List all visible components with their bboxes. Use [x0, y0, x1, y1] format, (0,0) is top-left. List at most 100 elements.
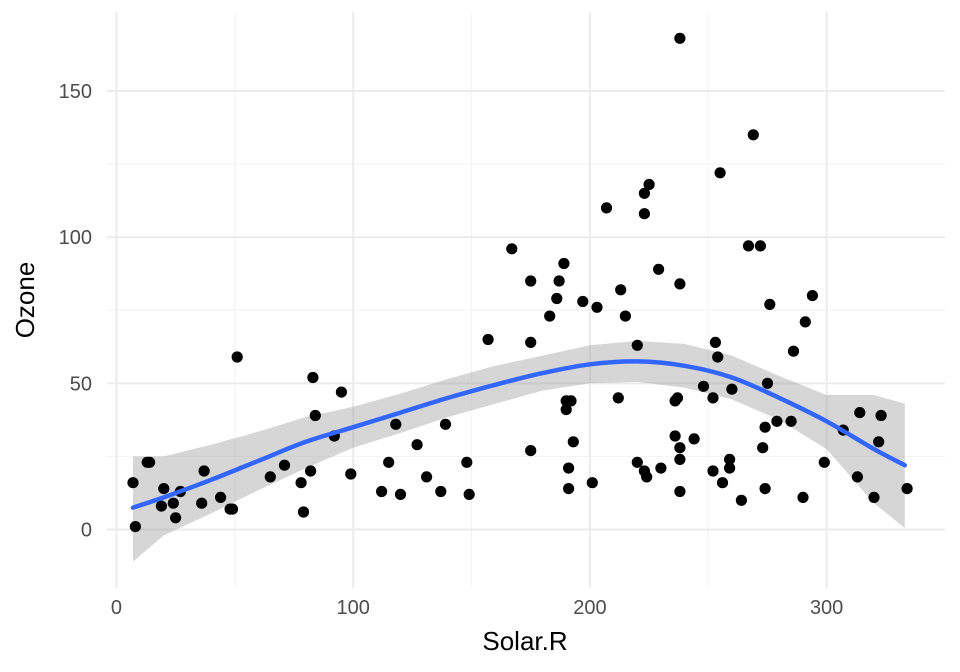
x-axis-ticks: 0 100 200 300 — [111, 597, 843, 619]
data-point — [759, 483, 771, 495]
data-point — [638, 187, 651, 199]
data-point — [712, 351, 724, 363]
smooth-fit-line — [130, 359, 908, 510]
data-point — [155, 500, 167, 512]
data-point — [669, 430, 681, 442]
data-point — [771, 415, 783, 427]
data-point — [525, 275, 537, 287]
y-axis-title: Ozone — [10, 262, 40, 339]
data-point — [345, 468, 357, 480]
data-point — [390, 418, 402, 430]
data-point — [461, 456, 473, 468]
data-point — [714, 167, 726, 179]
data-point — [558, 257, 570, 270]
data-point — [600, 202, 613, 214]
x-axis-title: Solar.R — [482, 626, 567, 656]
data-point — [167, 497, 179, 509]
data-point — [544, 310, 556, 322]
x-tick-label: 0 — [111, 597, 122, 619]
data-point — [716, 477, 729, 489]
data-point — [612, 392, 624, 404]
data-point — [226, 503, 239, 515]
data-point — [421, 471, 433, 483]
data-point — [759, 421, 771, 433]
data-point — [761, 377, 774, 389]
data-point — [785, 415, 797, 427]
data-point — [551, 292, 563, 305]
data-point — [591, 301, 603, 313]
data-point — [707, 392, 719, 404]
data-point — [264, 471, 276, 483]
data-point — [641, 471, 653, 483]
data-point — [482, 333, 494, 346]
data-point — [297, 506, 310, 518]
data-point — [463, 488, 475, 500]
data-point — [411, 439, 423, 451]
data-point — [586, 477, 598, 489]
smooth-line-layer — [130, 359, 908, 510]
data-point — [724, 462, 736, 474]
data-point — [674, 453, 686, 465]
data-point — [615, 284, 627, 296]
y-axis-ticks: 0 50 100 150 — [59, 81, 92, 542]
data-point — [875, 409, 887, 422]
data-point — [376, 485, 388, 498]
data-point — [383, 456, 395, 468]
data-point — [797, 491, 809, 503]
data-point — [724, 453, 736, 465]
data-point — [671, 392, 684, 404]
data-point — [553, 275, 565, 287]
data-point — [127, 477, 139, 489]
data-point — [567, 436, 579, 448]
data-point — [688, 433, 700, 445]
data-points-layer — [127, 32, 913, 533]
x-tick-label: 300 — [810, 597, 843, 619]
data-point — [394, 488, 407, 500]
data-point — [901, 483, 913, 495]
data-point — [231, 351, 243, 363]
y-tick-label: 50 — [70, 373, 92, 395]
data-point — [873, 436, 885, 448]
data-point — [674, 278, 686, 290]
data-point — [278, 459, 291, 471]
data-point — [747, 129, 759, 141]
data-point — [674, 32, 686, 44]
data-point — [674, 442, 686, 454]
y-tick-label: 150 — [59, 81, 92, 103]
x-tick-label: 100 — [337, 597, 370, 619]
data-point — [764, 298, 776, 310]
data-point — [506, 243, 518, 255]
y-tick-label: 0 — [81, 520, 92, 542]
data-point — [563, 462, 575, 474]
data-point — [818, 456, 830, 468]
data-point — [735, 494, 748, 506]
data-point — [787, 345, 800, 357]
data-point — [638, 208, 651, 220]
data-point — [215, 491, 227, 503]
data-point — [309, 409, 321, 422]
data-point — [525, 336, 537, 348]
data-point — [754, 240, 767, 252]
data-point — [697, 380, 710, 392]
data-point — [435, 485, 447, 498]
data-point — [196, 497, 208, 509]
data-point — [170, 512, 182, 524]
data-point — [631, 339, 643, 351]
data-point — [631, 456, 643, 468]
data-point — [307, 371, 319, 384]
data-point — [158, 483, 170, 495]
data-point — [563, 483, 575, 495]
data-point — [577, 295, 589, 308]
data-point — [757, 442, 769, 454]
data-point — [653, 263, 665, 275]
x-tick-label: 200 — [573, 597, 606, 619]
data-point — [335, 386, 347, 398]
data-point — [806, 290, 819, 302]
data-point — [619, 310, 632, 322]
data-point — [707, 465, 719, 477]
data-point — [799, 316, 811, 328]
data-point — [726, 383, 738, 395]
data-point — [851, 471, 864, 483]
